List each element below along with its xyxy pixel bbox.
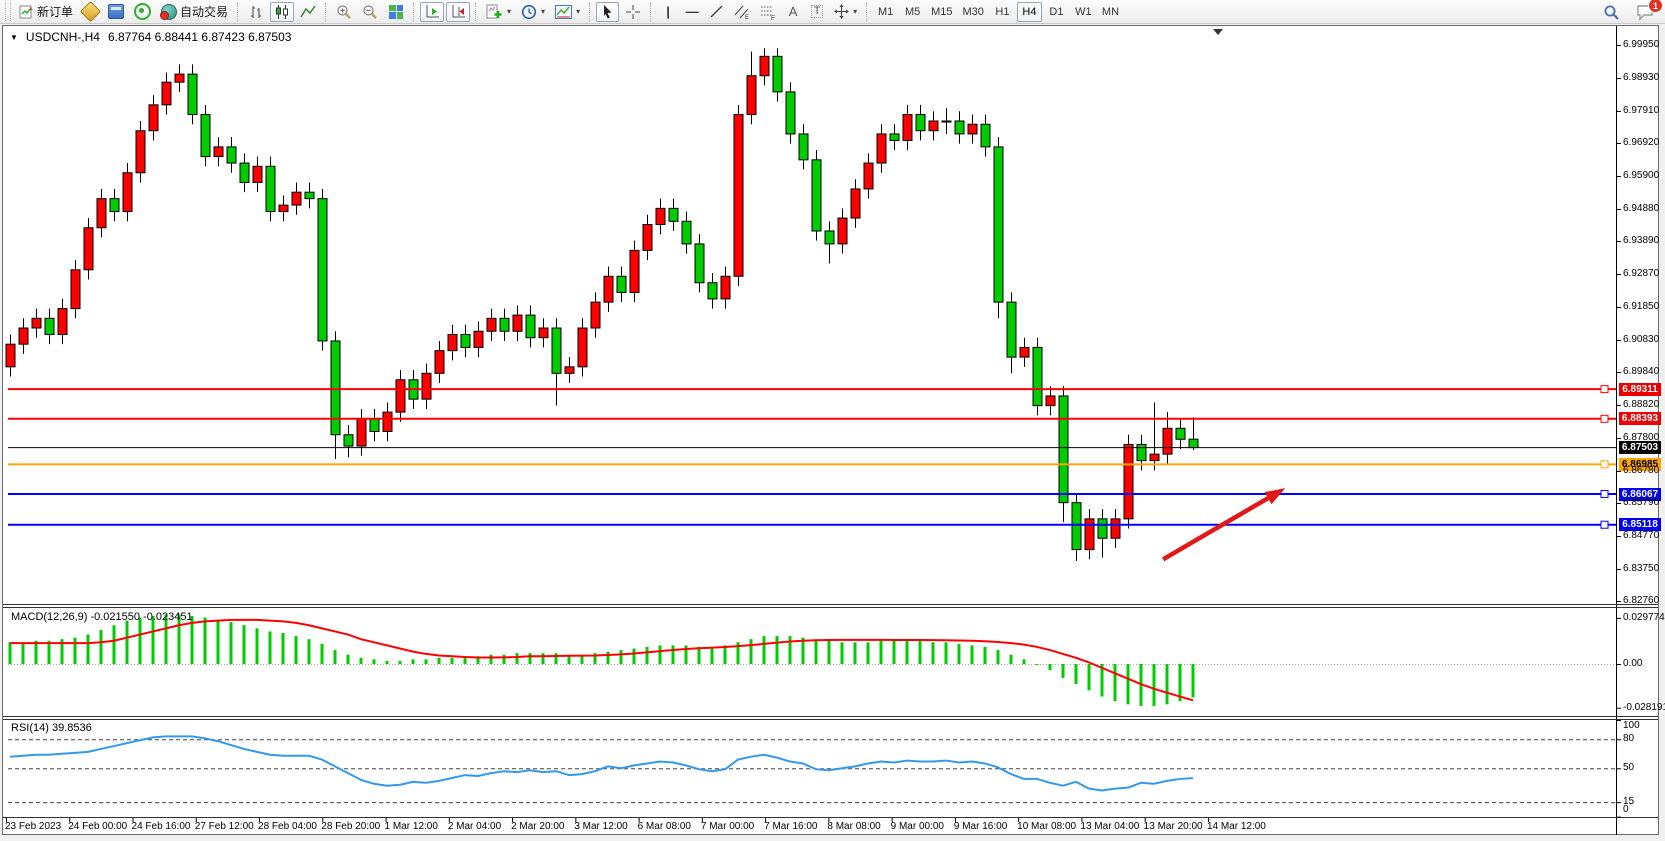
arrows-icon (834, 4, 850, 19)
metaeditor-button[interactable] (79, 0, 102, 23)
zoom-out-button[interactable] (358, 2, 382, 22)
tile-windows-icon (388, 4, 404, 20)
crosshair-icon (625, 4, 641, 20)
timeframe-mn-button[interactable]: MN (1098, 2, 1123, 22)
metaeditor-icon (79, 0, 102, 23)
line-chart-icon (300, 4, 316, 20)
macd-label: MACD(12,26,9) -0.021550 -0.023451 (11, 611, 193, 623)
periods-clock-icon (521, 4, 537, 20)
chart-shift-icon (450, 4, 466, 20)
market-watch-button[interactable] (104, 2, 128, 22)
new-order-label: 新订单 (37, 5, 74, 19)
equidistant-channel-button[interactable]: E (730, 2, 754, 22)
signal-icon (134, 3, 152, 20)
line-chart-button[interactable] (296, 2, 320, 22)
toolbar-separator (475, 2, 477, 21)
autotrading-label: 自动交易 (180, 5, 229, 19)
horizontal-line-icon: — (685, 4, 699, 19)
text-label-icon: T (810, 5, 824, 18)
svg-text:F: F (771, 15, 775, 20)
trendline-icon (709, 4, 724, 19)
market-watch-icon (108, 4, 125, 19)
ohlc-values: 6.87764 6.88441 6.87423 6.87503 (107, 30, 292, 44)
periods-button[interactable]: ▾ (517, 2, 549, 22)
toolbar-grip[interactable] (5, 2, 11, 21)
equidistant-channel-icon: E (734, 4, 750, 20)
timeframe-w1-button[interactable]: W1 (1071, 2, 1096, 22)
svg-text:E: E (745, 15, 749, 20)
timeframe-h1-button[interactable]: H1 (990, 2, 1015, 22)
indicators-icon (486, 4, 503, 20)
signal-button[interactable] (130, 2, 155, 22)
symbol-dropdown-caret[interactable]: ▼ (10, 32, 18, 42)
bar-chart-icon (248, 4, 264, 20)
new-order-icon (19, 5, 34, 19)
candlestick-chart-icon (274, 4, 290, 20)
toolbar-separator (650, 2, 652, 21)
search-button[interactable] (1599, 2, 1624, 22)
toolbar-separator (325, 2, 327, 21)
crosshair-button[interactable] (621, 2, 645, 22)
templates-button[interactable]: ▾ (551, 2, 584, 22)
autotrading-button[interactable]: 自动交易 (157, 2, 232, 22)
auto-scroll-button[interactable] (420, 1, 445, 22)
chart-window (2, 25, 1659, 835)
text-label-button[interactable]: T (806, 2, 828, 22)
fibonacci-button[interactable]: F (756, 2, 780, 22)
timeframe-d1-button[interactable]: D1 (1044, 2, 1069, 22)
fibonacci-icon: F (760, 4, 776, 20)
vertical-line-icon: | (666, 4, 670, 19)
new-order-button[interactable]: 新订单 (15, 2, 77, 22)
timeframe-m1-button[interactable]: M1 (873, 2, 898, 22)
toolbar-separator (237, 2, 239, 21)
text-icon: A (788, 4, 798, 19)
bar-chart-button[interactable] (244, 2, 268, 22)
templates-icon (555, 4, 573, 19)
candlestick-chart-button[interactable] (270, 1, 295, 22)
auto-scroll-icon (424, 4, 440, 20)
search-icon (1603, 4, 1620, 21)
trendline-button[interactable] (705, 2, 728, 22)
horizontal-line-button[interactable]: — (681, 2, 703, 22)
rsi-label: RSI(14) 39.8536 (11, 722, 92, 734)
chevron-down-icon: ▾ (853, 7, 858, 16)
timeframe-m30-button[interactable]: M30 (959, 2, 988, 22)
tile-windows-button[interactable] (384, 2, 408, 22)
vertical-line-button[interactable]: | (657, 2, 679, 22)
notification-badge[interactable]: 1 (1648, 0, 1663, 13)
symbol-period-label: USDCNH-,H4 (25, 30, 100, 44)
chevron-down-icon: ▾ (576, 7, 581, 16)
zoom-out-icon (362, 4, 378, 20)
cursor-icon (600, 4, 615, 20)
arrows-button[interactable]: ▾ (830, 2, 861, 22)
indicators-button[interactable]: ▾ (482, 2, 515, 22)
timeframe-h4-button[interactable]: H4 (1016, 1, 1042, 22)
chevron-down-icon: ▾ (507, 7, 512, 16)
autotrading-icon (160, 3, 178, 20)
chart-shift-button[interactable] (446, 1, 471, 22)
main-toolbar: 新订单 自动交易 ▾ ▾ ▾ (0, 0, 1665, 24)
chart-title: ▼ USDCNH-,H4 6.87764 6.88441 6.87423 6.8… (10, 30, 291, 44)
zoom-in-icon (336, 4, 352, 20)
chevron-down-icon: ▾ (541, 7, 546, 16)
toolbar-separator (413, 2, 415, 21)
toolbar-separator (866, 2, 868, 21)
text-button[interactable]: A (782, 2, 804, 22)
cursor-button[interactable] (596, 1, 620, 22)
zoom-in-button[interactable] (332, 2, 356, 22)
toolbar-separator (589, 2, 591, 21)
timeframe-m15-button[interactable]: M15 (927, 2, 956, 22)
timeframe-m5-button[interactable]: M5 (900, 2, 925, 22)
